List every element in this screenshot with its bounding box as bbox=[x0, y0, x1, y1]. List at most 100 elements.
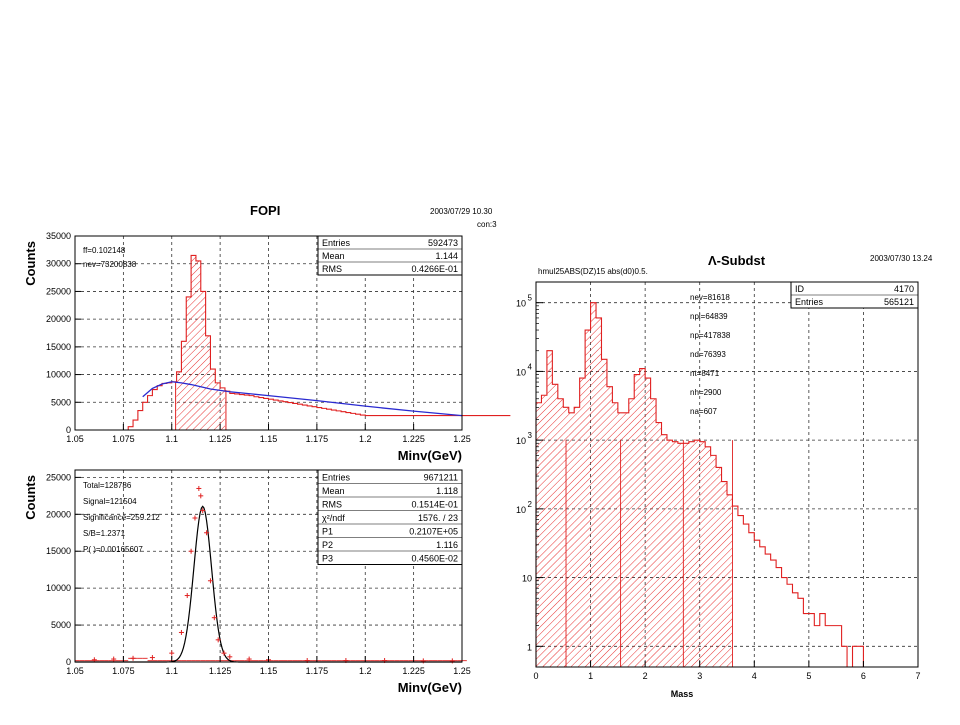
hist-outline bbox=[123, 254, 511, 431]
hist-shaded-bin bbox=[546, 350, 553, 667]
background-fit-curve bbox=[142, 381, 463, 417]
hist-shaded-bin bbox=[694, 440, 700, 667]
x-tick-label: 1 bbox=[588, 671, 593, 681]
hist-shaded-bin bbox=[541, 395, 547, 667]
hist-shaded-bin bbox=[727, 494, 733, 667]
y-tick-label: 5000 bbox=[51, 397, 71, 407]
stats-value: 9671211 bbox=[424, 473, 458, 483]
x-tick-label: 1.1 bbox=[165, 666, 178, 676]
chart1-cut: con:3 bbox=[477, 220, 497, 229]
hist-shaded-bin bbox=[585, 330, 591, 667]
x-axis-label: Minv(GeV) bbox=[398, 448, 462, 463]
hist-shaded-bin bbox=[721, 481, 727, 667]
hist-shaded-bin bbox=[699, 441, 706, 667]
stats-label: P3 bbox=[322, 554, 333, 564]
y-tick-label: 10 bbox=[516, 505, 526, 515]
x-tick-label: 1.25 bbox=[453, 434, 471, 444]
stats-value: 0.4560E-02 bbox=[411, 554, 458, 564]
hist-shaded-bin bbox=[623, 412, 629, 667]
hist-shaded-bin bbox=[590, 302, 597, 667]
hist-shaded-bin bbox=[666, 440, 673, 667]
stats-label: P2 bbox=[322, 540, 333, 550]
chart3-cut: hmul25ABS(DZ)15 abs(d0)0.5. bbox=[538, 267, 648, 276]
stats-label: Entries bbox=[322, 473, 351, 483]
hist-shaded-bin bbox=[210, 369, 216, 430]
hist-shaded-bin bbox=[195, 260, 201, 430]
stats-box bbox=[317, 469, 463, 565]
hist-shaded-bin bbox=[220, 387, 225, 430]
chart3-title: Λ-Subdst bbox=[708, 253, 766, 268]
y-tick-label: 15000 bbox=[46, 342, 71, 352]
annotation: nev=73200838 bbox=[83, 260, 137, 269]
hist-shaded-bin bbox=[568, 412, 575, 667]
x-tick-label: 4 bbox=[752, 671, 757, 681]
y-tick-label: 10000 bbox=[46, 583, 71, 593]
x-tick-label: 1.2 bbox=[359, 666, 372, 676]
annotation: Signal=121504 bbox=[83, 497, 137, 506]
hist-shaded-bin bbox=[601, 359, 607, 667]
hist-shaded-bin bbox=[634, 374, 640, 667]
stats-value: 565121 bbox=[884, 297, 914, 307]
x-tick-label: 1.2 bbox=[359, 434, 372, 444]
chart3-plot: 0 1 2 3 4 5 6 7110102103104105Massnev=81618npi=… bbox=[516, 281, 921, 699]
stats-label: RMS bbox=[322, 264, 342, 274]
chart1-date: 2003/07/29 10.30 bbox=[430, 207, 493, 216]
x-axis-label: Minv(GeV) bbox=[398, 680, 462, 695]
stats-value: 4170 bbox=[894, 284, 914, 294]
hist-shaded-bin bbox=[186, 296, 192, 430]
stats-label: Entries bbox=[322, 238, 351, 248]
chart3-date: 2003/07/30 13.24 bbox=[870, 254, 933, 263]
hist-shaded-bin bbox=[639, 368, 646, 667]
hist-shaded-bin bbox=[672, 441, 678, 667]
hist-shaded-bin bbox=[574, 407, 580, 667]
hist-shaded-bin bbox=[612, 402, 618, 667]
stats-label: Mean bbox=[322, 251, 345, 261]
y-tick-exponent: 4 bbox=[528, 362, 533, 371]
x-tick-label: 1.05 bbox=[66, 434, 84, 444]
x-tick-label: 7 bbox=[915, 671, 920, 681]
stats-value: 1.116 bbox=[436, 540, 458, 550]
hist-shaded-bin bbox=[596, 317, 602, 667]
y-tick-label: 10 bbox=[516, 367, 526, 377]
annotation: npi=64839 bbox=[690, 312, 728, 321]
stats-value: 1576. / 23 bbox=[418, 513, 458, 523]
y-tick-exponent: 5 bbox=[528, 294, 533, 303]
y-tick-label: 25000 bbox=[46, 286, 71, 296]
x-tick-label: 1.1 bbox=[165, 434, 178, 444]
x-tick-label: 1.075 bbox=[112, 666, 135, 676]
x-tick-label: 1.15 bbox=[260, 666, 278, 676]
stats-label: ID bbox=[795, 284, 805, 294]
y-tick-label: 0 bbox=[66, 657, 71, 667]
x-tick-label: 1.225 bbox=[402, 434, 425, 444]
stats-value: 1.144 bbox=[435, 251, 458, 261]
hist-shaded-bin bbox=[579, 378, 586, 667]
y-tick-label: 20000 bbox=[46, 314, 71, 324]
x-tick-label: 0 bbox=[533, 671, 538, 681]
y-tick-label: 25000 bbox=[46, 472, 71, 482]
stats-value: 0.1514E-01 bbox=[411, 500, 458, 510]
x-tick-label: 2 bbox=[643, 671, 648, 681]
hist-shaded-bin bbox=[200, 291, 206, 430]
y-tick-label: 20000 bbox=[46, 509, 71, 519]
annotation: nh=2900 bbox=[690, 388, 722, 397]
y-tick-label: 10 bbox=[516, 436, 526, 446]
hist-shaded-bin bbox=[716, 467, 722, 667]
hist-outline bbox=[535, 302, 864, 668]
y-tick-label: 35000 bbox=[46, 231, 71, 241]
annotation: Total=128786 bbox=[83, 481, 132, 490]
hist-shaded-bin bbox=[181, 341, 187, 430]
stats-box bbox=[317, 235, 463, 276]
y-axis-label: Counts bbox=[23, 241, 38, 286]
y-tick-label: 10 bbox=[522, 574, 532, 584]
x-tick-label: 1.075 bbox=[112, 434, 135, 444]
hist-shaded-bin bbox=[191, 255, 196, 430]
x-tick-label: 1.25 bbox=[453, 666, 471, 676]
annotation: ff=0.102148 bbox=[83, 246, 126, 255]
chart2-plot: 1.05 1.075 1.1 1.125 1.15 1.175 1.2 1.225 1.25 0 5… bbox=[23, 469, 471, 695]
hist-shaded-bin bbox=[176, 371, 182, 430]
y-tick-label: 1 bbox=[527, 642, 532, 652]
x-tick-label: 1.15 bbox=[260, 434, 278, 444]
hist-shaded-bin bbox=[705, 446, 711, 667]
